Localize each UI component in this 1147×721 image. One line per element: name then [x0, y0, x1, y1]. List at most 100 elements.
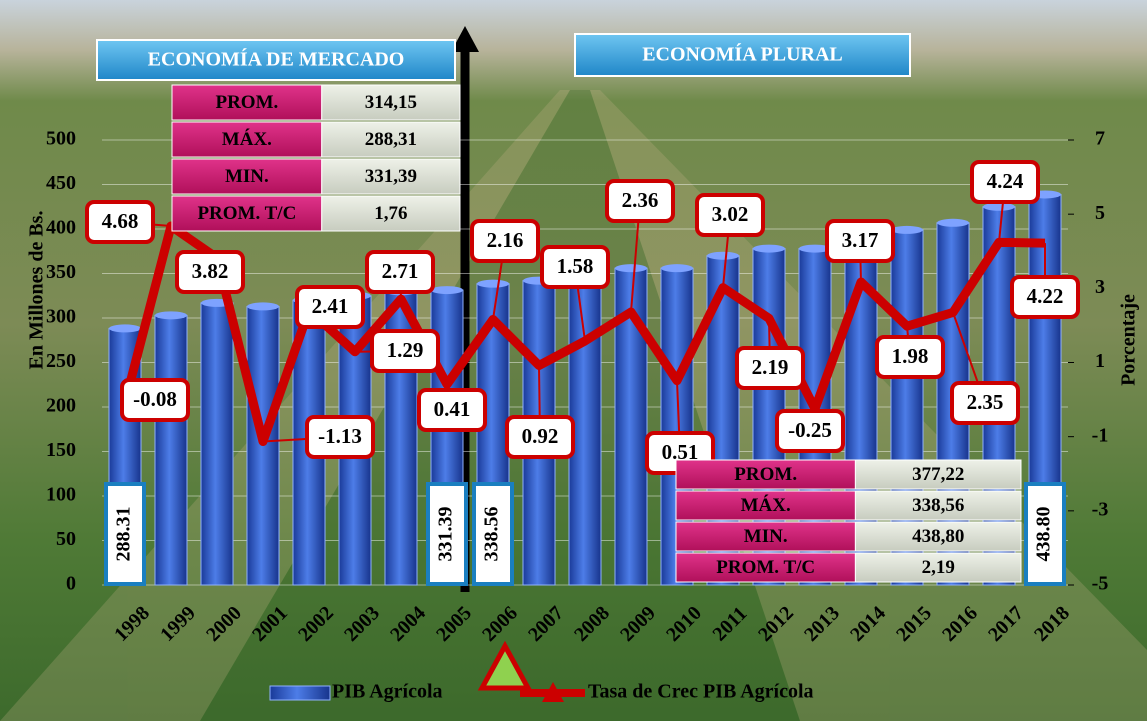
- stat-value: 331,39: [365, 166, 417, 187]
- bar-label-box: [472, 482, 514, 586]
- line-label-box: [370, 329, 440, 373]
- panel-header: [96, 39, 456, 81]
- legend-label: Tasa de Crec PIB Agrícola: [588, 681, 814, 703]
- bar-cap: [891, 225, 923, 234]
- y2-tick-label: -1: [1092, 424, 1109, 446]
- line-value-label: -1.13: [318, 424, 362, 448]
- line-label-box: [605, 179, 675, 223]
- panel-title: ECONOMÍA DE MERCADO: [148, 48, 405, 71]
- stat-value-cell: [321, 195, 461, 232]
- stat-label: MÁX.: [222, 128, 272, 150]
- bar-cap: [983, 202, 1015, 211]
- divider-arrow-head: [451, 26, 479, 52]
- y-tick-label: 100: [46, 484, 76, 506]
- line-value-label: -0.08: [133, 387, 177, 411]
- stat-label: PROM.: [215, 92, 278, 113]
- panel-header: [574, 33, 911, 77]
- line-label-box: [85, 200, 155, 244]
- line-value-label: 4.24: [987, 169, 1024, 193]
- y2-tick-label: -3: [1092, 498, 1109, 520]
- stat-value: 2,19: [922, 557, 955, 578]
- line-label-box: [695, 193, 765, 237]
- bar-cap: [431, 286, 463, 295]
- stat-label: MIN.: [225, 166, 269, 187]
- bar-value-label: 288.31: [113, 507, 135, 562]
- y-tick-label: 400: [46, 217, 76, 239]
- line-value-label: 2.36: [622, 188, 659, 212]
- line-value-label: 2.71: [382, 259, 419, 283]
- y-tick-label: 450: [46, 172, 76, 194]
- stat-value-cell: [854, 490, 1022, 521]
- bar-cap: [661, 264, 693, 273]
- stat-label-cell: [171, 84, 323, 121]
- y-tick-label: 500: [46, 128, 76, 150]
- stat-value-cell: [854, 459, 1022, 490]
- bar-cap: [753, 244, 785, 253]
- line-value-label: 3.02: [712, 202, 749, 226]
- line-value-label: 1.58: [557, 254, 594, 278]
- line-label-box: [417, 388, 487, 432]
- line: [120, 221, 1046, 446]
- stat-value-cell: [854, 552, 1022, 583]
- stat-label-cell: [675, 552, 856, 583]
- line-value-label: 2.35: [967, 390, 1004, 414]
- line-value-label: 3.82: [192, 259, 229, 283]
- line-label-box: [970, 160, 1040, 204]
- y-tick-label: 250: [46, 350, 76, 372]
- line-value-label: 2.19: [752, 355, 789, 379]
- line-label-box: [120, 378, 190, 422]
- stat-label: MIN.: [744, 526, 788, 547]
- y2-tick-label: 5: [1095, 202, 1105, 224]
- stat-value-cell: [321, 121, 461, 158]
- stat-value-cell: [321, 158, 461, 195]
- legend-label: PIB Agrícola: [332, 681, 443, 703]
- line-label-box: [365, 250, 435, 294]
- stat-value: 314,15: [365, 92, 417, 113]
- bar-value-label: 338.56: [481, 507, 503, 562]
- bar-label-box: [104, 482, 146, 586]
- line-value-label: 2.16: [487, 228, 524, 252]
- line-label-box: [295, 285, 365, 329]
- stat-value: 288,31: [365, 129, 417, 150]
- line-label-box: [1010, 275, 1080, 319]
- stat-value-cell: [854, 521, 1022, 552]
- line-label-box: [505, 415, 575, 459]
- line-label-box: [175, 250, 245, 294]
- bar-cap: [937, 218, 969, 227]
- stat-value-cell: [321, 84, 461, 121]
- bar-value-label: 331.39: [435, 507, 457, 562]
- y2-tick-label: -5: [1092, 573, 1109, 595]
- line-value-label: 1.29: [387, 338, 424, 362]
- y-tick-label: 200: [46, 395, 76, 417]
- stat-value: 377,22: [912, 464, 964, 485]
- bar-label-box: [426, 482, 468, 586]
- panel-title: ECONOMÍA PLURAL: [642, 43, 843, 66]
- line-value-label: -0.25: [788, 418, 832, 442]
- line-label-box: [305, 415, 375, 459]
- legend-marker: [542, 682, 564, 702]
- stat-label-cell: [675, 459, 856, 490]
- stat-label: PROM.: [734, 464, 797, 485]
- line-label-box: [950, 381, 1020, 425]
- y2-axis-title: Porcentaje: [1118, 294, 1140, 386]
- stat-value: 338,56: [912, 495, 964, 516]
- line-value-label: 0.41: [434, 397, 471, 421]
- marker-icon: [477, 640, 533, 691]
- y2-tick-label: 3: [1095, 276, 1105, 298]
- line-value-label: 4.68: [102, 209, 139, 233]
- bar-cap: [707, 251, 739, 260]
- y-tick-label: 150: [46, 439, 76, 461]
- y-axis-title: En Millones de Bs.: [26, 211, 48, 370]
- line-value-label: 4.22: [1027, 284, 1064, 308]
- stat-label-cell: [171, 195, 323, 232]
- stat-label: MÁX.: [741, 494, 791, 516]
- line-label-box: [775, 409, 845, 453]
- line-value-label: 2.41: [312, 294, 349, 318]
- legend-swatch: [269, 685, 331, 701]
- bar-label-box: [1024, 482, 1066, 586]
- y-tick-label: 0: [66, 573, 76, 595]
- bar: [200, 302, 234, 586]
- bar-cap: [247, 302, 279, 311]
- y-tick-label: 50: [56, 528, 76, 550]
